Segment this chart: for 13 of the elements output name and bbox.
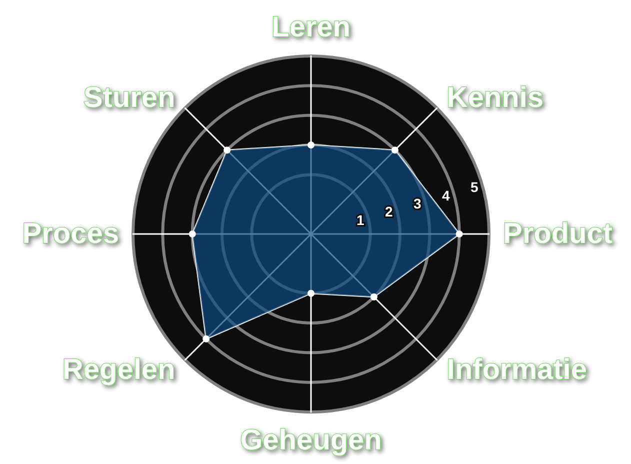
spoke-label: Regelen — [62, 354, 176, 386]
spoke-label: Leren — [272, 12, 350, 44]
spoke-label: Informatie — [446, 354, 587, 386]
y-tick-label: 2 — [384, 204, 393, 220]
spoke-label: Geheugen — [240, 424, 382, 456]
spoke-label: Kennis — [446, 82, 544, 114]
spoke-label: Proces — [22, 218, 119, 250]
y-tick-label: 1 — [356, 212, 364, 228]
spoke-label: Sturen — [83, 82, 176, 114]
y-tick-label: 4 — [442, 187, 450, 204]
y-tick-label: 5 — [470, 179, 479, 196]
spoke-label: Product — [503, 218, 613, 250]
y-tick-label: 3 — [413, 195, 422, 212]
